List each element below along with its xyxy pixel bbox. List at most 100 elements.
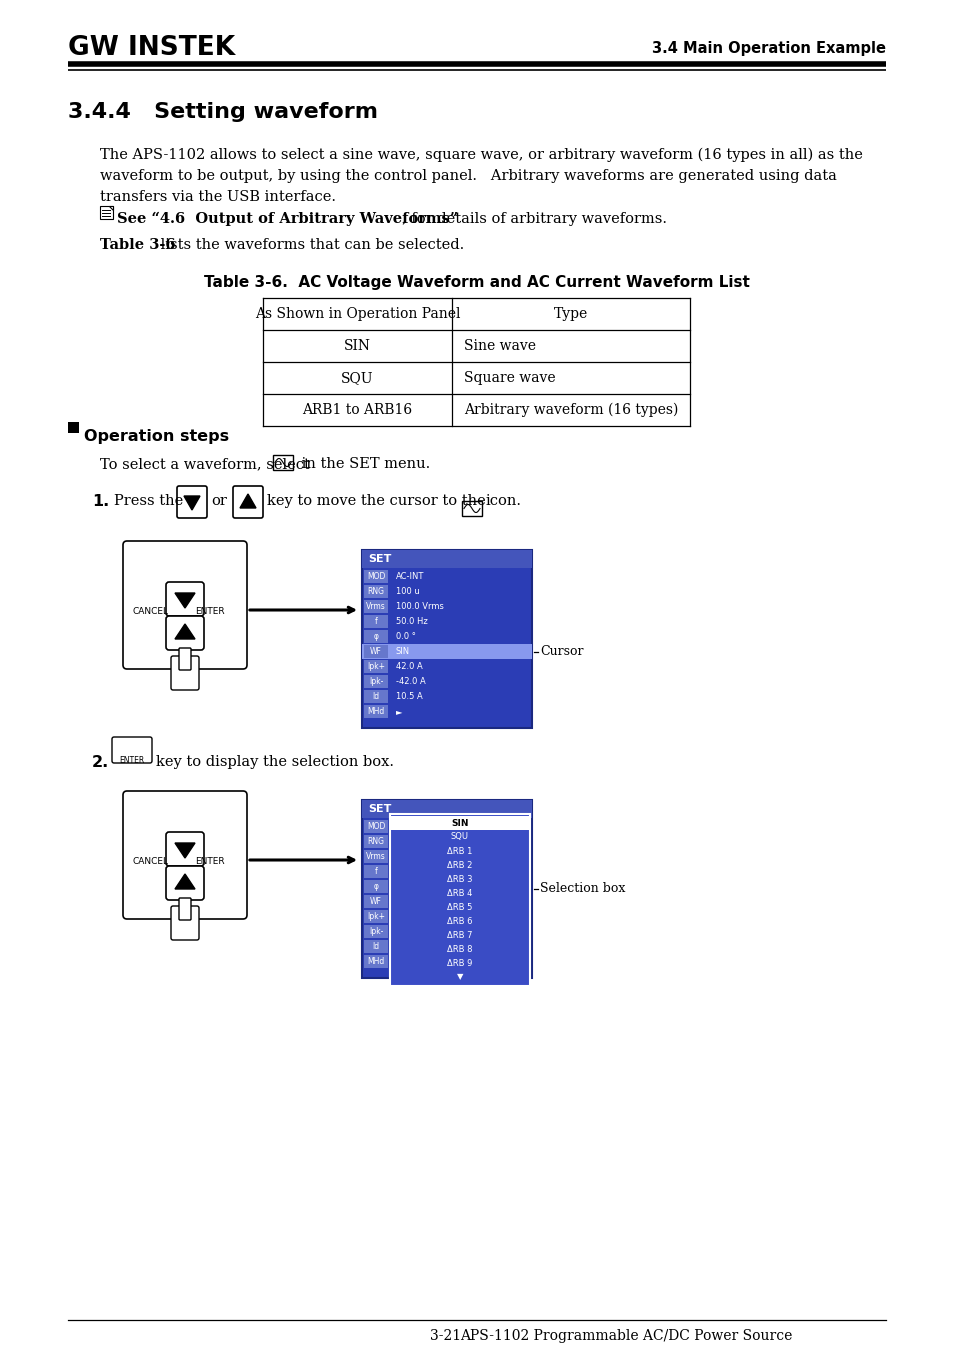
Text: 3.4 Main Operation Example: 3.4 Main Operation Example: [651, 40, 885, 55]
FancyBboxPatch shape: [364, 880, 388, 892]
Text: ΔRB 1: ΔRB 1: [447, 846, 472, 856]
Text: MHd: MHd: [367, 707, 384, 716]
Text: Table 3-6.  AC Voltage Waveform and AC Current Waveform List: Table 3-6. AC Voltage Waveform and AC Cu…: [204, 275, 749, 290]
Text: 42.0 A: 42.0 A: [395, 662, 422, 671]
Text: or: or: [211, 494, 227, 508]
Text: ΔRB 9: ΔRB 9: [447, 958, 472, 968]
Text: Vrms: Vrms: [366, 602, 385, 612]
Text: Type: Type: [554, 306, 587, 321]
Text: 10.5 A: 10.5 A: [395, 693, 422, 701]
Text: ΔRB 4: ΔRB 4: [447, 888, 472, 898]
Text: 1.: 1.: [91, 494, 110, 509]
FancyBboxPatch shape: [123, 541, 247, 670]
FancyBboxPatch shape: [361, 644, 532, 659]
FancyBboxPatch shape: [166, 616, 204, 649]
Text: ΔRB 3: ΔRB 3: [447, 875, 473, 883]
FancyBboxPatch shape: [461, 501, 481, 516]
Text: Ipk-: Ipk-: [369, 676, 383, 686]
FancyBboxPatch shape: [364, 660, 388, 674]
Polygon shape: [174, 593, 194, 608]
Text: 3-21: 3-21: [430, 1328, 460, 1343]
Text: transfers via the USB interface.: transfers via the USB interface.: [100, 190, 335, 204]
Text: 100 u: 100 u: [395, 587, 419, 595]
FancyBboxPatch shape: [112, 737, 152, 763]
Text: ΔRB 7: ΔRB 7: [447, 930, 473, 940]
FancyBboxPatch shape: [364, 705, 388, 718]
FancyBboxPatch shape: [364, 645, 388, 657]
FancyBboxPatch shape: [361, 801, 532, 977]
Text: Cursor: Cursor: [539, 645, 583, 657]
Text: Id: Id: [372, 693, 379, 701]
FancyBboxPatch shape: [364, 925, 388, 938]
Text: , for details of arbitrary waveforms.: , for details of arbitrary waveforms.: [401, 212, 666, 225]
Text: ΔRB 5: ΔRB 5: [447, 903, 472, 911]
Text: φ: φ: [374, 882, 378, 891]
FancyBboxPatch shape: [361, 549, 532, 568]
Text: Ipk+: Ipk+: [367, 913, 385, 921]
Text: f: f: [375, 617, 377, 626]
Text: -42.0 A: -42.0 A: [395, 676, 425, 686]
Polygon shape: [240, 494, 255, 508]
FancyBboxPatch shape: [390, 814, 530, 986]
Text: ARB1 to ARB16: ARB1 to ARB16: [302, 404, 412, 417]
FancyBboxPatch shape: [166, 832, 204, 865]
Text: SET: SET: [368, 554, 391, 564]
Text: ΔRB 6: ΔRB 6: [447, 917, 473, 926]
Text: in the SET menu.: in the SET menu.: [296, 458, 430, 471]
Text: ENTER: ENTER: [119, 756, 145, 765]
FancyBboxPatch shape: [123, 791, 247, 919]
FancyBboxPatch shape: [364, 836, 388, 848]
Text: Ipk-: Ipk-: [369, 927, 383, 936]
Text: f: f: [375, 867, 377, 876]
FancyBboxPatch shape: [364, 630, 388, 643]
Text: 3.4.4   Setting waveform: 3.4.4 Setting waveform: [68, 103, 377, 122]
FancyBboxPatch shape: [364, 690, 388, 703]
Text: 100.0 Vrms: 100.0 Vrms: [395, 602, 443, 612]
FancyBboxPatch shape: [364, 895, 388, 909]
FancyBboxPatch shape: [273, 455, 293, 470]
FancyBboxPatch shape: [364, 675, 388, 688]
Text: SIN: SIN: [344, 339, 371, 352]
Polygon shape: [174, 873, 194, 890]
Text: RNG: RNG: [367, 587, 384, 595]
FancyBboxPatch shape: [364, 570, 388, 583]
FancyBboxPatch shape: [364, 616, 388, 628]
Text: 50.0 Hz: 50.0 Hz: [395, 617, 427, 626]
FancyBboxPatch shape: [166, 865, 204, 900]
FancyBboxPatch shape: [391, 815, 529, 830]
Text: CANCEL: CANCEL: [132, 857, 169, 867]
Text: ENTER: ENTER: [194, 608, 224, 617]
Text: Vrms: Vrms: [366, 852, 385, 861]
FancyBboxPatch shape: [171, 906, 199, 940]
Text: SQU: SQU: [341, 371, 374, 385]
Text: Square wave: Square wave: [463, 371, 555, 385]
FancyBboxPatch shape: [364, 819, 388, 833]
FancyBboxPatch shape: [166, 582, 204, 616]
Text: WF: WF: [370, 647, 381, 656]
Text: Selection box: Selection box: [539, 883, 625, 895]
Text: ΔRB 2: ΔRB 2: [447, 860, 472, 869]
Text: 2.: 2.: [91, 755, 110, 770]
FancyBboxPatch shape: [361, 549, 532, 728]
Text: ►: ►: [395, 707, 402, 716]
Text: ▼: ▼: [456, 972, 463, 981]
Text: Arbitrary waveform (16 types): Arbitrary waveform (16 types): [463, 402, 678, 417]
Text: ENTER: ENTER: [194, 857, 224, 867]
Text: SQU: SQU: [451, 833, 469, 841]
Text: Id: Id: [372, 942, 379, 950]
Text: MHd: MHd: [367, 957, 384, 967]
Polygon shape: [174, 624, 194, 639]
Text: lists the waveforms that can be selected.: lists the waveforms that can be selected…: [156, 238, 464, 252]
FancyBboxPatch shape: [233, 486, 263, 518]
Text: APS-1102 Programmable AC/DC Power Source: APS-1102 Programmable AC/DC Power Source: [459, 1328, 792, 1343]
Text: MOD: MOD: [366, 572, 385, 580]
FancyBboxPatch shape: [364, 940, 388, 953]
Text: WF: WF: [370, 896, 381, 906]
Polygon shape: [174, 842, 194, 859]
FancyBboxPatch shape: [364, 954, 388, 968]
Text: AC-INT: AC-INT: [395, 572, 424, 580]
Text: Ipk+: Ipk+: [367, 662, 385, 671]
FancyBboxPatch shape: [68, 423, 79, 433]
Text: See “4.6  Output of Arbitrary Waveforms”: See “4.6 Output of Arbitrary Waveforms”: [117, 212, 457, 227]
Text: CANCEL: CANCEL: [132, 608, 169, 617]
